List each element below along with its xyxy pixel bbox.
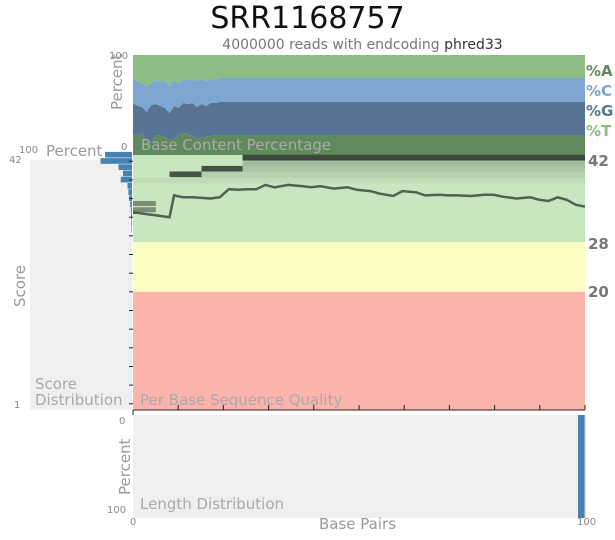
length-panel-label: Length Distribution — [140, 495, 285, 513]
quality-threshold-20: 20 — [588, 283, 609, 301]
quality-panel-label: Per Base Sequence Quality — [140, 391, 343, 409]
score-bar-37 — [127, 182, 132, 189]
quality-heat-row — [174, 172, 585, 178]
score-bar-41 — [100, 158, 132, 164]
score-ytick-bottom: 1 — [14, 400, 21, 411]
length-ytick-top: 0 — [119, 416, 126, 427]
x-axis-ticks — [177, 405, 586, 410]
score-distribution-label-line2: Distribution — [35, 391, 123, 409]
score-distribution-xlabel: Percent — [46, 142, 103, 160]
quality-zone-warning — [133, 242, 585, 292]
legend-c: %C — [586, 82, 613, 100]
quality-zone-fail — [133, 291, 585, 410]
length-distribution-bars — [578, 415, 585, 518]
score-bar-42 — [105, 151, 132, 158]
length-ylabel: Percent — [116, 438, 134, 495]
x-tick-left: 0 — [130, 517, 137, 528]
length-distribution-panel — [133, 415, 585, 518]
base-content-area-t — [133, 55, 585, 87]
score-bar-39 — [123, 170, 132, 177]
score-ylabel: Score — [11, 264, 29, 307]
score-bar-33 — [130, 207, 132, 214]
quality-heat-row — [133, 177, 585, 184]
chart-title: SRR1168757 — [210, 1, 405, 36]
length-bar-100 — [578, 415, 585, 518]
x-axis — [132, 409, 585, 415]
base-content-area-c — [133, 78, 585, 113]
base-content-ylabel: Percent — [108, 53, 126, 110]
score-bar-40 — [118, 164, 132, 171]
quality-threshold-42: 42 — [588, 152, 609, 170]
score-distribution-panel — [30, 160, 132, 410]
score-ytick-top: 42 — [9, 155, 22, 166]
score-bar-36 — [128, 189, 132, 195]
quality-mean-line — [133, 183, 586, 219]
score-distribution-label-line1: Score — [35, 375, 78, 393]
base-content-ytick-top: 100 — [109, 51, 129, 62]
legend-g: %G — [586, 102, 614, 120]
quality-heat-row — [201, 166, 585, 173]
quality-median-segment — [169, 171, 202, 178]
quality-heat-rows — [133, 154, 586, 213]
base-content-area-g — [133, 102, 585, 143]
chart-subtitle: 4000000 reads with endcoding phred33 — [0, 36, 615, 54]
score-bar-31 — [131, 220, 132, 227]
quality-median-segment — [242, 154, 586, 161]
score-axis-ticks — [129, 160, 133, 405]
score-xtick: 100 — [19, 145, 39, 156]
score-bar-38 — [120, 176, 132, 183]
length-ytick-bottom: 100 — [107, 505, 127, 516]
legend-a: %A — [586, 62, 613, 80]
subtitle-prefix: 4000000 reads with endcoding — [222, 37, 440, 53]
score-bar-34 — [130, 201, 132, 208]
subtitle-encoding: phred33 — [444, 37, 503, 53]
quality-threshold-28: 28 — [588, 235, 609, 253]
base-content-ytick-bottom: 0 — [121, 142, 128, 153]
quality-median-segment — [201, 165, 243, 172]
base-content-area-a — [133, 133, 585, 155]
x-tick-right: 100 — [577, 517, 597, 528]
base-content-areas — [133, 55, 585, 155]
x-axis-label: Base Pairs — [319, 515, 397, 533]
base-content-panel-label: Base Content Percentage — [141, 136, 332, 154]
quality-median-segment — [133, 207, 156, 213]
quality-median-segment — [133, 201, 156, 206]
quality-heat-row — [242, 160, 586, 167]
legend-t: %T — [586, 122, 612, 140]
